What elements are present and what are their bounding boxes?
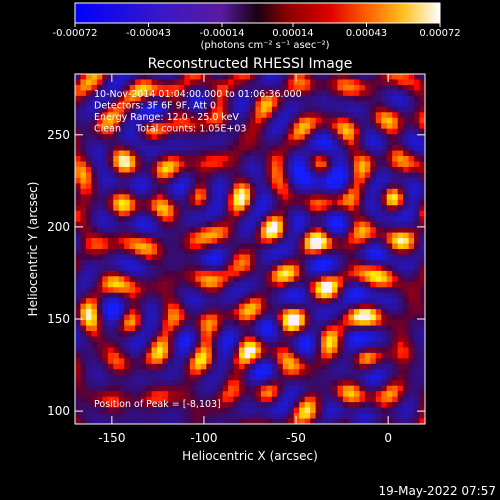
annotation-clean-counts: Clean Total counts: 1.05E+03 [94,124,246,135]
colorbar-ticks: -0.00072 -0.00043 -0.00014 0.00014 0.00043 0.… [53,23,461,39]
colorbar-tick-label: 0.00072 [419,28,460,39]
colorbar-units-label: (photons cm⁻² s⁻¹ asec⁻²) [200,40,329,51]
annotation-peak-position: Position of Peak = [-8,103] [94,399,221,410]
y-tick-label: 100 [47,404,70,418]
y-axis-ticks: 100 150 200 250 [47,128,425,418]
x-tick-label: -100 [190,431,217,445]
annotation-energy-range: Energy Range: 12.0 - 25.0 keV [94,112,239,123]
annotation-time-range: 10-Nov-2014 01:04:00.000 to 01:06:36.000 [94,89,302,100]
y-tick-label: 200 [47,220,70,234]
annotation-detectors: Detectors: 3F 6F 9F, Att 0 [94,101,216,112]
x-tick-label: -50 [286,431,306,445]
y-tick-label: 250 [47,128,70,142]
footer-date: 19-May-2022 07:57 [379,484,496,498]
heatmap-image [75,74,425,424]
x-axis-label: Heliocentric X (arcsec) [182,449,318,463]
plot-frame [74,73,426,425]
x-axis-ticks: -150 -100 -50 0 [98,74,392,445]
colorbar-tick-label: 0.00043 [346,28,387,39]
colorbar-tick-label: 0.00014 [272,28,313,39]
x-tick-label: 0 [384,431,392,445]
colorbar-tick-label: -0.00072 [53,28,98,39]
colorbar-gradient [74,2,441,24]
plot-title: Reconstructed RHESSI Image [148,56,353,72]
y-tick-label: 150 [47,312,70,326]
y-axis-label: Heliocentric Y (arcsec) [26,182,40,317]
colorbar-tick-label: -0.00043 [126,28,171,39]
x-tick-label: -150 [98,431,125,445]
colorbar: -0.00072 -0.00043 -0.00014 0.00014 0.00043 0.… [53,2,461,39]
colorbar-tick-label: -0.00014 [200,28,245,39]
